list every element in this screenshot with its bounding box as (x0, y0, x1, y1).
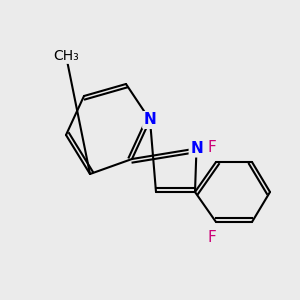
Text: F: F (207, 140, 216, 154)
Text: CH₃: CH₃ (53, 49, 79, 62)
Text: N: N (190, 141, 203, 156)
Text: F: F (207, 230, 216, 244)
Text: N: N (144, 112, 156, 128)
